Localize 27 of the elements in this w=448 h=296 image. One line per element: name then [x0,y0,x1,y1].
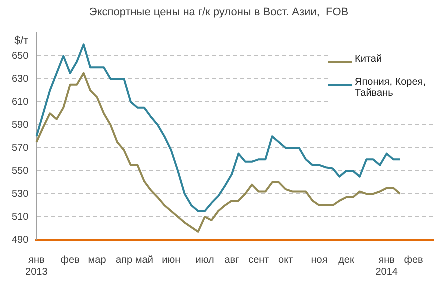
y-tick-label: 490 [12,234,30,246]
x-tick-label: июл [196,254,215,266]
x-tick-label: янв 2013 [26,254,48,278]
y-tick-label: 570 [12,142,30,154]
chart-title: Экспортные цены на г/к рулоны в Вост. Азии, FOB [89,6,349,19]
x-tick-label: апр [116,254,133,266]
legend-label: Япония, Корея, Тайвань [355,77,427,99]
y-tick-label: 610 [12,96,30,108]
x-tick-label: фев [60,254,80,266]
x-tick-label: окт [278,254,294,266]
x-tick-label: янв 2014 [376,254,398,278]
y-tick-label: 590 [12,120,30,131]
y-tick-label: 630 [12,74,30,85]
x-tick-label: июн [162,254,181,266]
x-tick-label: сент [248,254,270,266]
x-tick-label: ноя [311,254,328,266]
x-tick-label: мар [88,254,107,266]
y-tick-label: 530 [12,188,30,200]
y-tick-label: 510 [12,212,30,223]
x-tick-label: авг [224,254,240,266]
y-tick-label: 550 [12,166,30,177]
x-tick-label: фев [404,254,424,266]
x-tick-label: май [135,254,154,266]
legend-label: Китай [355,54,382,65]
x-tick-label: дек [338,254,355,266]
y-tick-label: 650 [12,50,30,62]
y-axis-title: $/т [14,35,29,48]
